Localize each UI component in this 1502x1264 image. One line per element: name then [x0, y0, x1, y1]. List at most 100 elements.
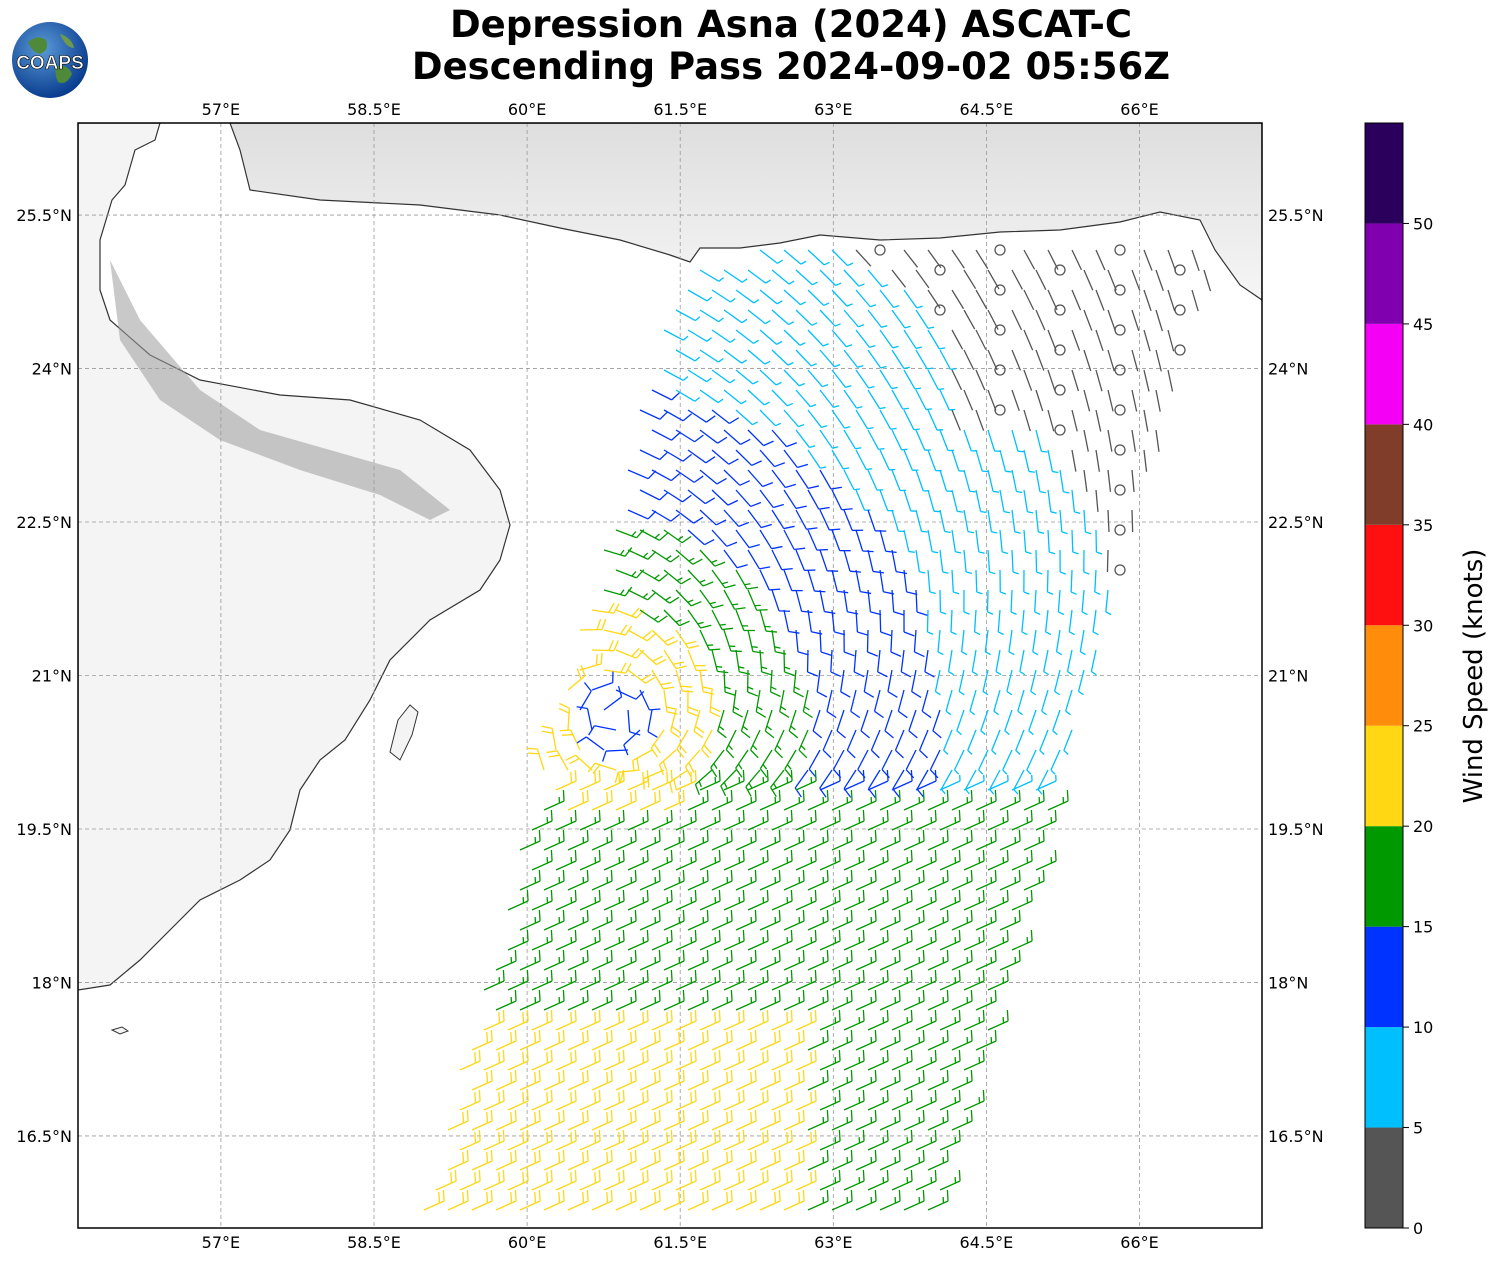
title-line-1: Depression Asna (2024) ASCAT-C — [449, 3, 1133, 46]
wind-barb — [940, 769, 953, 795]
wind-barb — [1071, 409, 1078, 432]
wind-barb — [960, 629, 968, 656]
wind-barb — [759, 569, 781, 591]
wind-barb — [867, 769, 881, 798]
wind-barb — [1114, 244, 1126, 256]
wind-barb — [519, 949, 541, 971]
wind-barb — [855, 829, 877, 851]
wind-barb — [939, 349, 957, 371]
wind-barb — [1041, 689, 1049, 716]
wind-barb — [603, 969, 625, 991]
wind-barb — [591, 869, 613, 891]
wind-barb — [973, 609, 981, 636]
wind-barb — [723, 669, 736, 696]
wind-barb — [759, 789, 781, 811]
wind-barb — [987, 509, 998, 534]
wind-barb — [1047, 489, 1057, 514]
colorbar-tick-label: 25 — [1413, 717, 1433, 736]
wind-barb — [1114, 484, 1126, 496]
wind-barb — [615, 1069, 637, 1091]
wind-barb — [924, 649, 935, 678]
wind-barb — [471, 1029, 493, 1051]
wind-barb — [663, 649, 687, 670]
wind-barb — [860, 709, 870, 739]
wind-barb — [951, 1109, 973, 1131]
wind-barb — [783, 1149, 805, 1171]
wind-barb — [963, 969, 985, 991]
wind-barb — [699, 309, 724, 323]
wind-barb — [615, 949, 637, 971]
wind-barb — [855, 369, 875, 389]
wind-barb — [567, 949, 589, 971]
wind-barb — [1095, 249, 1106, 271]
wind-barb — [927, 409, 944, 431]
wind-barb — [831, 409, 851, 429]
wind-barb — [663, 989, 685, 1011]
wind-barb — [627, 1049, 649, 1071]
wind-barb — [915, 429, 931, 451]
wind-barb — [639, 569, 668, 582]
wind-barb — [879, 1189, 901, 1211]
wind-barb — [725, 729, 737, 759]
wind-barb — [651, 509, 680, 522]
wind-barb — [891, 1049, 913, 1071]
wind-barb — [867, 509, 887, 532]
wind-barb — [879, 989, 901, 1011]
wind-barb — [927, 329, 946, 350]
wind-barb — [855, 609, 869, 636]
wind-barb — [543, 989, 565, 1011]
wind-barb — [802, 689, 813, 719]
wind-barb — [1011, 809, 1033, 831]
wind-barb — [771, 349, 794, 366]
wind-barb — [926, 609, 934, 635]
wind-barb — [987, 929, 1009, 951]
wind-barb — [795, 429, 816, 449]
wind-barb — [639, 649, 667, 666]
wind-barb — [720, 769, 737, 797]
wind-barb — [687, 989, 709, 1011]
wind-barb — [591, 671, 614, 691]
wind-barb — [699, 969, 721, 991]
wind-barb — [1083, 429, 1089, 452]
wind-barb — [783, 949, 805, 971]
wind-barb — [723, 349, 748, 364]
wind-barb — [879, 869, 901, 891]
wind-barb — [795, 809, 817, 831]
lon-tick-label-bottom: 66°E — [1120, 1233, 1158, 1252]
wind-barb — [783, 649, 796, 677]
wind-barb — [735, 869, 757, 891]
wind-barb — [591, 1029, 613, 1051]
wind-barb — [819, 389, 840, 409]
wind-barb — [819, 889, 841, 911]
wind-barb — [945, 689, 953, 716]
wind-barb — [807, 789, 829, 811]
wind-barb — [807, 1069, 829, 1091]
wind-barb — [651, 969, 673, 991]
wind-barb — [807, 369, 829, 388]
wind-barb — [663, 369, 689, 381]
wind-barb — [531, 1169, 553, 1191]
wind-barb — [807, 909, 829, 931]
wind-barb — [1131, 389, 1138, 412]
wind-barb — [723, 769, 745, 791]
wind-barb — [1047, 529, 1056, 555]
wind-barb — [1011, 309, 1023, 331]
wind-barb — [1095, 369, 1103, 392]
wind-barb — [939, 509, 951, 534]
wind-barb — [975, 789, 997, 811]
wind-barb — [675, 1049, 697, 1071]
wind-barb — [987, 549, 996, 575]
wind-barb — [627, 849, 649, 871]
wind-barb — [939, 1009, 961, 1031]
wind-barb — [819, 1049, 841, 1071]
wind-barb — [749, 729, 761, 759]
wind-barb — [1107, 389, 1114, 412]
wind-barb — [963, 589, 970, 615]
wind-barb — [555, 1169, 577, 1191]
wind-barb — [867, 269, 889, 288]
wind-barb — [603, 586, 633, 597]
wind-barb — [857, 749, 869, 779]
wind-barb — [651, 1129, 673, 1151]
wind-barb — [891, 589, 905, 616]
wind-barb — [531, 1049, 553, 1071]
